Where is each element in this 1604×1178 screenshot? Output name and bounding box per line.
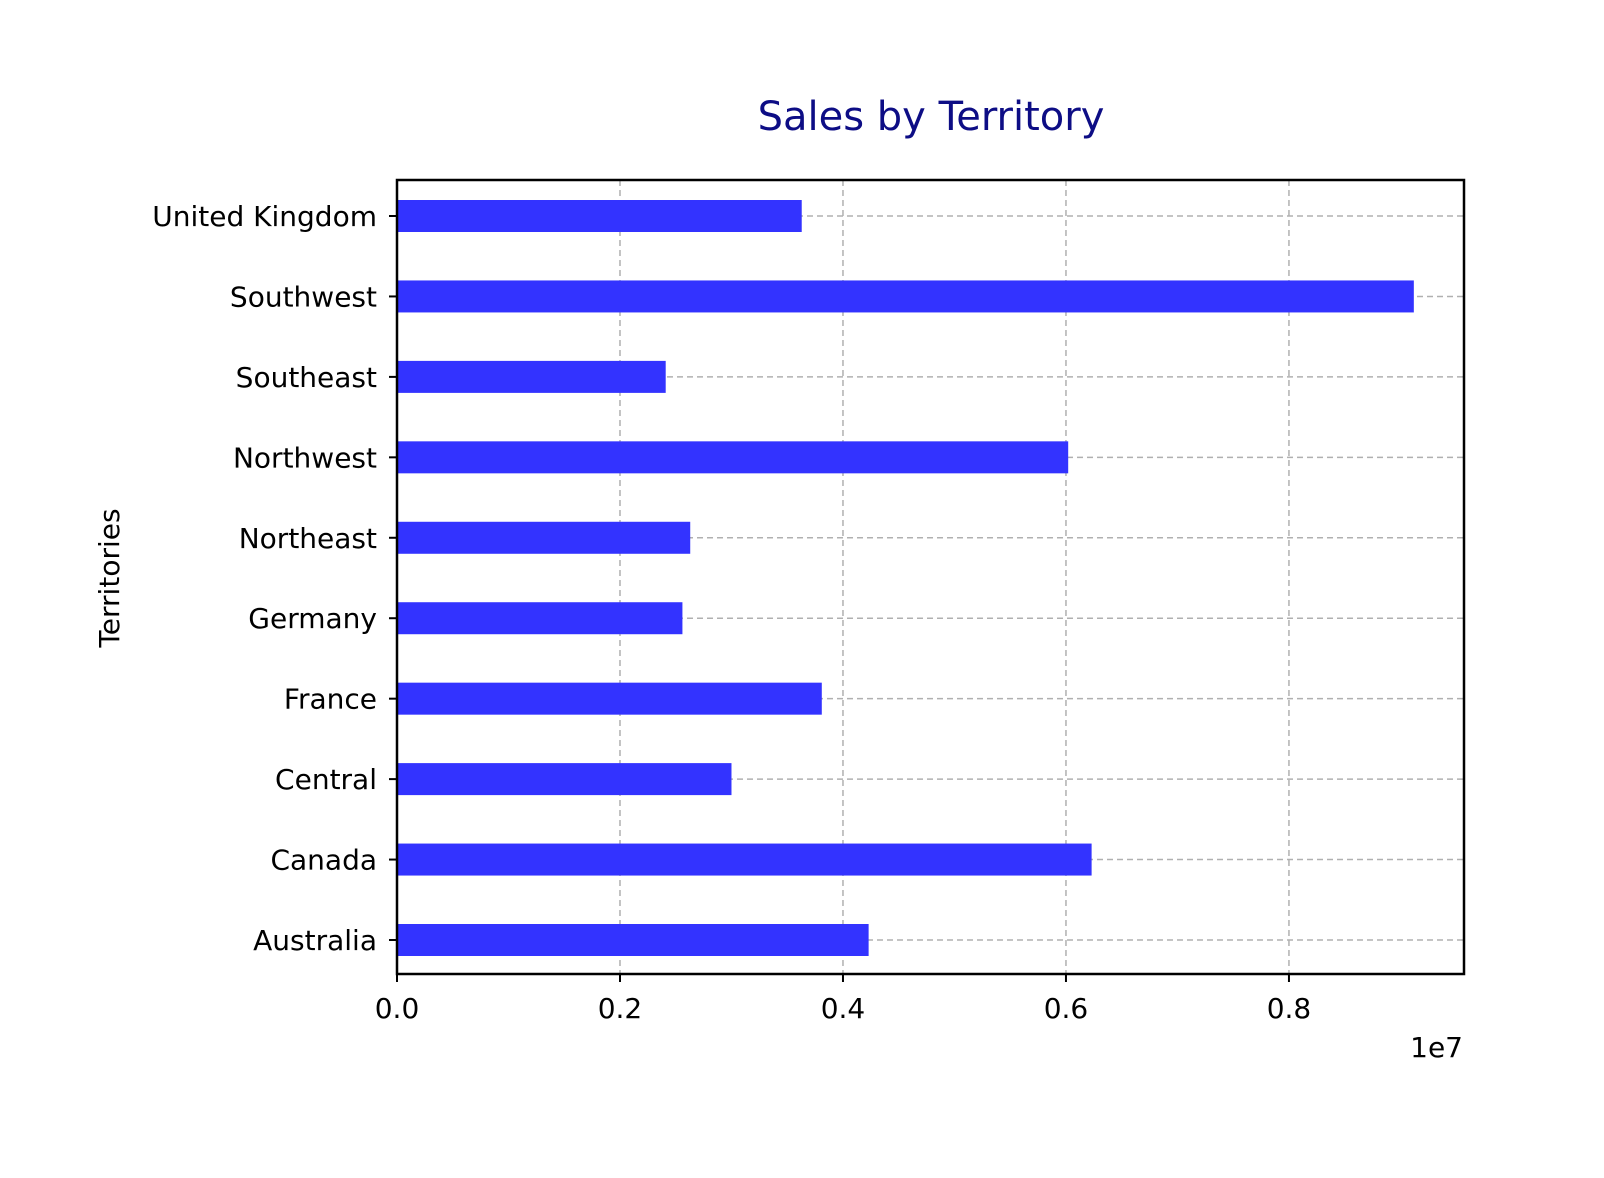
plot-frame xyxy=(395,178,1466,976)
bar-canada xyxy=(397,843,1092,876)
y-tick-label: Germany xyxy=(248,602,377,635)
y-tick-label: Northwest xyxy=(233,441,377,474)
bar-northeast xyxy=(397,521,691,554)
y-tick-label: Australia xyxy=(253,924,377,957)
y-tick-label: Southwest xyxy=(230,280,377,313)
x-tick-label: 0.6 xyxy=(1044,992,1089,1025)
y-axis-ticks: Australia Canada Central France Germany North… xyxy=(152,200,397,957)
x-axis-offset-text: 1e7 xyxy=(1410,1031,1463,1064)
bar-australia xyxy=(397,924,869,956)
y-tick-label: United Kingdom xyxy=(152,200,377,233)
bar-northwest xyxy=(397,441,1069,474)
bar-southwest xyxy=(397,280,1414,313)
y-tick-label: Canada xyxy=(270,844,377,877)
x-tick-label: 0.8 xyxy=(1267,992,1312,1025)
chart-title: Sales by Territory xyxy=(758,94,1105,140)
x-tick-label: 0.2 xyxy=(598,992,643,1025)
bars xyxy=(397,200,1414,956)
y-tick-label: Southeast xyxy=(236,361,377,394)
y-tick-label: Northeast xyxy=(239,522,377,555)
y-tick-label: Central xyxy=(275,763,377,796)
x-axis-ticks: 0.0 0.2 0.4 0.6 0.8 xyxy=(375,974,1311,1025)
y-tick-label: France xyxy=(284,683,377,716)
bar-france xyxy=(397,682,822,715)
bar-germany xyxy=(397,602,683,635)
x-tick-label: 0.4 xyxy=(821,992,866,1025)
x-tick-label: 0.0 xyxy=(375,992,420,1025)
bar-southeast xyxy=(397,360,666,393)
bar-united-kingdom xyxy=(397,200,802,232)
bar-central xyxy=(397,763,732,796)
y-axis-label: Territories xyxy=(93,508,126,648)
